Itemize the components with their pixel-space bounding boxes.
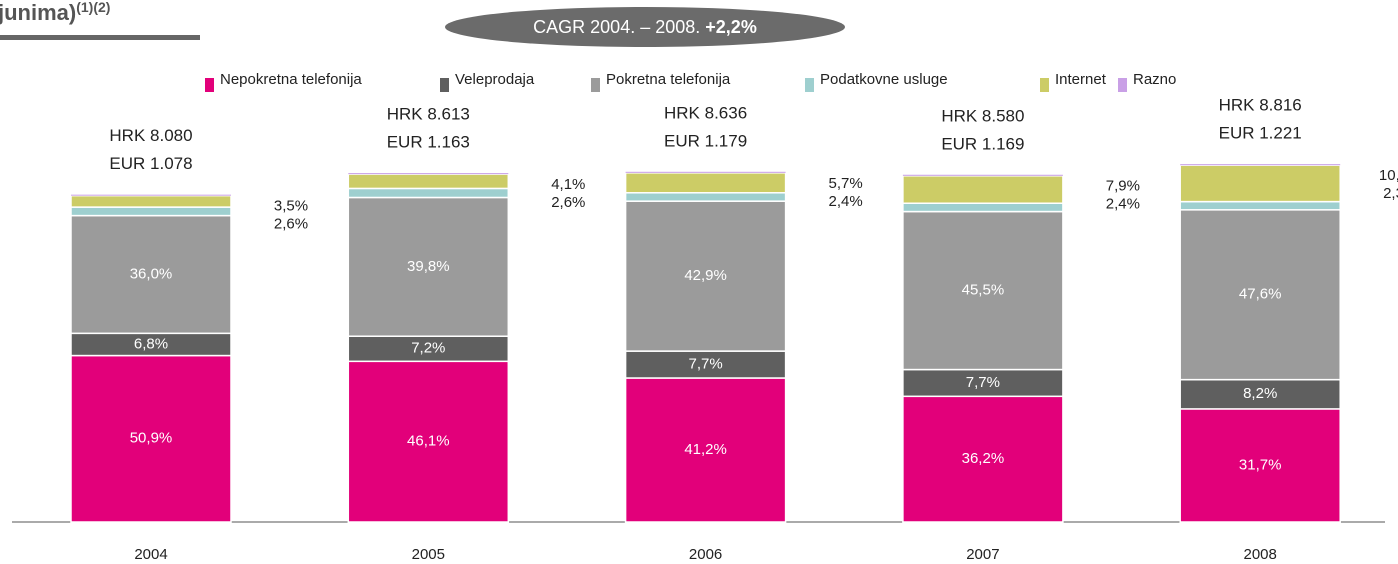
legend-swatch: [1040, 78, 1049, 92]
total-eur: EUR 1.179: [664, 131, 747, 150]
x-tick-label: 2007: [966, 546, 999, 563]
segment-label: 41,2%: [684, 441, 727, 458]
legend-label: Podatkovne usluge: [820, 71, 948, 88]
legend-swatch: [591, 78, 600, 92]
x-tick-label: 2004: [134, 546, 167, 563]
legend-label: Nepokretna telefonija: [220, 71, 362, 88]
segment-label: 7,7%: [688, 356, 722, 373]
title-underline: [0, 35, 200, 40]
bar-segment: [1179, 164, 1341, 203]
segment-label: 36,0%: [130, 265, 173, 282]
x-tick-label: 2005: [412, 546, 445, 563]
legend-swatch: [205, 78, 214, 92]
segment-label: 4,1%: [551, 176, 585, 193]
segment-label: 6,8%: [134, 335, 168, 352]
annotation-text: CAGR 2004. – 2008.: [533, 17, 700, 37]
segment-label: 8,2%: [1243, 385, 1277, 402]
bar-segment: [902, 395, 1064, 523]
bar-segment: [347, 335, 510, 363]
legend-label: Razno: [1133, 71, 1176, 88]
total-eur: EUR 1.078: [109, 154, 192, 173]
segment-label: 7,2%: [411, 340, 445, 357]
segment-label: 3,5%: [274, 198, 308, 215]
bar-segment: [347, 173, 510, 190]
bar-segment: [902, 210, 1064, 371]
bar-segment: [1179, 209, 1341, 381]
segment-label: 5,7%: [828, 175, 862, 192]
x-tick-label: 2008: [1244, 546, 1277, 563]
bar-segment: [347, 196, 510, 337]
title-main: junima): [0, 0, 76, 25]
bar-segment: [624, 377, 787, 523]
segment-label: 2,4%: [1106, 196, 1140, 213]
annotation-badge: [445, 7, 845, 47]
legend-swatch: [1118, 78, 1127, 92]
legend-swatch: [805, 78, 814, 92]
bar-segment: [1180, 164, 1341, 166]
bar-segment: [902, 202, 1064, 213]
bar-segment: [625, 171, 786, 173]
annotation-value: +2,2%: [705, 17, 757, 37]
bar-segment: [1179, 200, 1341, 211]
segment-label: 50,9%: [130, 430, 173, 447]
segment-label: 36,2%: [962, 450, 1005, 467]
total-hrk: HRK 8.636: [664, 103, 747, 122]
bar-segment: [70, 194, 232, 208]
segment-label: 42,9%: [684, 267, 727, 284]
bar-segment: [902, 174, 1063, 176]
x-tick-label: 2006: [689, 546, 722, 563]
bar-segment: [348, 173, 509, 175]
segment-label: 10,2%: [1379, 167, 1398, 184]
total-hrk: HRK 8.080: [109, 126, 192, 145]
segment-label: 2,3%: [1383, 185, 1398, 202]
segment-label: 2,6%: [274, 216, 308, 233]
total-hrk: HRK 8.816: [1219, 96, 1302, 115]
legend-label: Pokretna telefonija: [606, 71, 731, 88]
bar-segment: [902, 368, 1064, 398]
segment-label: 39,8%: [407, 258, 450, 275]
segment-label: 45,5%: [962, 282, 1005, 299]
segment-label: 7,9%: [1106, 178, 1140, 195]
bar-segment: [1179, 408, 1341, 523]
total-eur: EUR 1.163: [387, 133, 470, 152]
legend-label: Veleprodaja: [455, 71, 535, 88]
segment-label: 7,7%: [966, 374, 1000, 391]
chart-title: junima)(1)(2): [0, 0, 110, 25]
bar-segment: [624, 172, 787, 194]
bar-segment: [624, 350, 787, 379]
total-eur: EUR 1.169: [941, 134, 1024, 153]
bar-segment: [624, 192, 787, 202]
bar-segment: [70, 206, 232, 217]
bar-segment: [71, 194, 231, 196]
segment-label: 31,7%: [1239, 456, 1282, 473]
total-hrk: HRK 8.580: [941, 106, 1024, 125]
segment-label: 2,4%: [828, 193, 862, 210]
legend-label: Internet: [1055, 71, 1107, 88]
bar-segment: [347, 360, 510, 523]
segment-label: 46,1%: [407, 433, 450, 450]
total-hrk: HRK 8.613: [387, 105, 470, 124]
bar-segment: [70, 354, 232, 523]
annotation: CAGR 2004. – 2008. +2,2%: [533, 17, 757, 37]
bar-segment: [347, 187, 510, 199]
legend-swatch: [440, 78, 449, 92]
bar-segment: [1179, 378, 1341, 410]
segment-label: 2,6%: [551, 194, 585, 211]
segment-label: 47,6%: [1239, 286, 1282, 303]
total-eur: EUR 1.221: [1219, 124, 1302, 143]
bar-segment: [902, 175, 1064, 204]
bar-segment: [624, 200, 787, 352]
title-sup: (1)(2): [76, 0, 110, 15]
